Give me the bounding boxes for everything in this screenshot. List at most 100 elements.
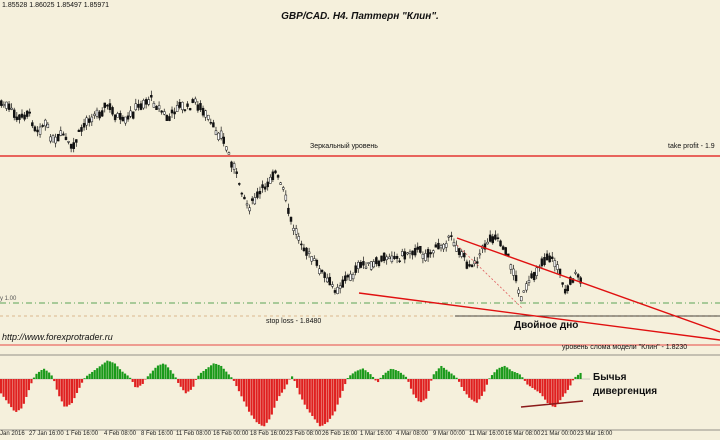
histogram-bar bbox=[554, 379, 557, 408]
histogram-bar bbox=[566, 379, 569, 390]
histogram-bar bbox=[412, 379, 415, 395]
candle-body bbox=[419, 245, 422, 253]
candle-body bbox=[566, 285, 570, 292]
candle-body bbox=[261, 184, 264, 189]
histogram-bar bbox=[35, 373, 38, 379]
double-bottom-label: Двойное дно bbox=[514, 320, 579, 331]
histogram-bar bbox=[508, 369, 511, 379]
candle-body bbox=[165, 114, 169, 121]
histogram-bar bbox=[15, 379, 18, 412]
candle-body bbox=[292, 227, 295, 231]
candle-body bbox=[362, 261, 365, 266]
histogram-bar bbox=[146, 376, 149, 379]
histogram-bar bbox=[204, 369, 208, 379]
bullish-divergence-label: Бычья дивергенция bbox=[593, 371, 657, 399]
candle-body bbox=[191, 99, 194, 103]
candle-body bbox=[15, 116, 19, 121]
histogram-bar bbox=[344, 379, 347, 385]
histogram-bar bbox=[222, 368, 225, 379]
candle-body bbox=[121, 116, 125, 122]
histogram-bar bbox=[409, 379, 413, 389]
histogram-bar bbox=[48, 372, 51, 379]
candle-body bbox=[517, 289, 520, 294]
histogram-bar bbox=[108, 361, 111, 379]
histogram-bar bbox=[96, 368, 99, 379]
candle-body bbox=[51, 135, 55, 143]
candle-body bbox=[476, 261, 479, 264]
histogram-bar bbox=[521, 377, 524, 379]
histogram-bar bbox=[212, 363, 215, 379]
histogram-bar bbox=[184, 379, 187, 394]
histogram-bar bbox=[394, 370, 397, 379]
candle-body bbox=[300, 243, 303, 246]
histogram-bar bbox=[250, 379, 253, 416]
candle-body bbox=[450, 235, 453, 237]
histogram-bar bbox=[298, 379, 301, 395]
histogram-bar bbox=[437, 368, 440, 379]
candle-body bbox=[556, 264, 559, 270]
histogram-bar bbox=[422, 379, 425, 401]
histogram-bar bbox=[389, 368, 392, 379]
candle-body bbox=[478, 253, 482, 256]
histogram-bar bbox=[323, 379, 327, 424]
histogram-bar bbox=[452, 375, 456, 379]
candle-body bbox=[5, 101, 8, 109]
candle-body bbox=[338, 285, 342, 289]
candle-body bbox=[331, 284, 334, 287]
histogram-bar bbox=[53, 379, 56, 382]
histogram-bar bbox=[5, 379, 8, 401]
candle-body bbox=[134, 103, 138, 110]
candle-body bbox=[10, 107, 13, 110]
candle-body bbox=[222, 136, 225, 144]
histogram-bar bbox=[63, 379, 66, 407]
candle-body bbox=[333, 290, 337, 293]
histogram-bar bbox=[134, 379, 137, 388]
candle-body bbox=[382, 252, 386, 261]
histogram-bar bbox=[98, 366, 101, 379]
candle-body bbox=[465, 261, 469, 269]
candle-body bbox=[369, 261, 373, 270]
histogram-bar bbox=[235, 379, 238, 387]
histogram-bar bbox=[571, 379, 575, 381]
candle-body bbox=[168, 116, 171, 121]
candle-body bbox=[468, 264, 471, 267]
chart-title: GBP/CAD. H4. Паттерн "Клин". bbox=[281, 11, 439, 22]
histogram-bar bbox=[37, 371, 41, 379]
histogram-bar bbox=[382, 375, 385, 379]
histogram-bar bbox=[311, 379, 314, 416]
candle-body bbox=[98, 111, 101, 119]
histogram-bar bbox=[556, 379, 559, 404]
time-tick: 11 Feb 08:00 bbox=[176, 431, 211, 437]
histogram-bar bbox=[126, 375, 129, 379]
histogram-bar bbox=[513, 372, 516, 379]
candle-body bbox=[388, 256, 391, 260]
time-tick: 23 Mar 16:00 bbox=[577, 431, 613, 437]
candle-body bbox=[88, 118, 91, 123]
histogram-bar bbox=[93, 370, 96, 379]
candle-body bbox=[444, 243, 448, 248]
histogram-bar bbox=[328, 379, 332, 419]
histogram-bar bbox=[123, 373, 127, 379]
candle-body bbox=[111, 107, 114, 115]
breakout-level-label: уровень слома модели "Клин" - 1.8230 bbox=[562, 344, 688, 351]
histogram-bar bbox=[255, 379, 258, 423]
time-tick: 26 Feb 16:00 bbox=[322, 431, 358, 437]
histogram-bar bbox=[273, 379, 276, 408]
histogram-bar bbox=[7, 379, 10, 404]
histogram-bar bbox=[495, 369, 499, 379]
candle-body bbox=[284, 194, 288, 201]
histogram-bar bbox=[523, 379, 526, 381]
candle-body bbox=[398, 260, 401, 263]
candle-body bbox=[359, 261, 363, 268]
candle-body bbox=[439, 245, 443, 249]
histogram-bar bbox=[232, 379, 235, 381]
candle-body bbox=[119, 113, 122, 120]
histogram-bar bbox=[478, 379, 481, 400]
histogram-bar bbox=[576, 374, 580, 379]
candle-body bbox=[240, 192, 244, 195]
time-tick: 1 Mar 16:00 bbox=[360, 431, 393, 437]
candle-body bbox=[274, 170, 277, 174]
histogram-bar bbox=[544, 379, 547, 400]
candle-body bbox=[437, 242, 440, 250]
candle-body bbox=[302, 247, 306, 251]
